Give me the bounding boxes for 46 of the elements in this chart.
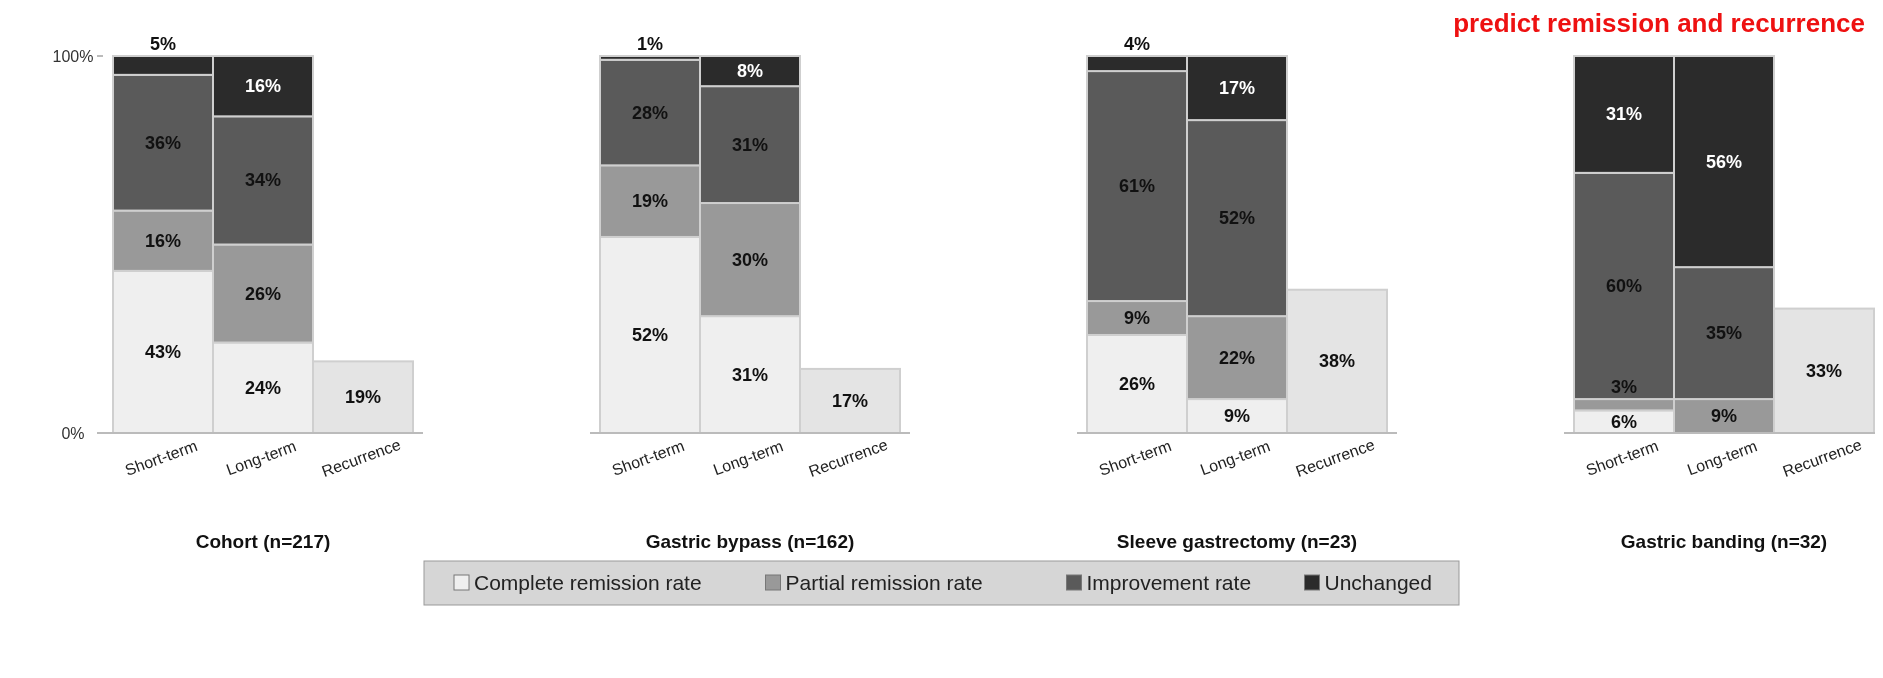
text: Complete remission rate bbox=[474, 571, 702, 594]
data-label: 19% bbox=[631, 191, 669, 212]
data-label: 9% bbox=[1710, 406, 1738, 427]
data-label: 3% bbox=[1610, 377, 1638, 398]
data-label: 31% bbox=[1605, 104, 1643, 125]
data-label: 5% bbox=[149, 34, 177, 54]
data-label: 22% bbox=[1218, 347, 1256, 368]
data-label: 60% bbox=[1605, 275, 1643, 296]
text: predict remission and recurrence bbox=[1453, 8, 1865, 38]
data-label: 52% bbox=[1218, 208, 1256, 229]
x-axis-title: Gastric bypass (n=162) bbox=[645, 531, 855, 552]
data-label: 17% bbox=[831, 390, 869, 411]
x-axis-title: Gastric banding (n=32) bbox=[1620, 531, 1828, 552]
data-label: 17% bbox=[1218, 78, 1256, 99]
data-label: 1% bbox=[636, 34, 664, 54]
data-label: 35% bbox=[1705, 323, 1743, 344]
data-label: 19% bbox=[344, 387, 382, 408]
data-label: 4% bbox=[1123, 34, 1151, 54]
data-label: 56% bbox=[1705, 151, 1743, 172]
data-label: 34% bbox=[244, 170, 282, 191]
data-label: 61% bbox=[1118, 176, 1156, 197]
data-label: 33% bbox=[1805, 360, 1843, 381]
data-label: 26% bbox=[244, 283, 282, 304]
x-axis-title: Sleeve gastrectomy (n=23) bbox=[1116, 531, 1358, 552]
data-label: 26% bbox=[1118, 373, 1156, 394]
data-label: 31% bbox=[731, 364, 769, 385]
data-label: 6% bbox=[1610, 411, 1638, 432]
x-axis-title: Cohort (n=217) bbox=[195, 531, 331, 552]
data-label: 16% bbox=[144, 230, 182, 251]
data-label: 16% bbox=[244, 76, 282, 97]
legend-label: Partial remission rate bbox=[785, 571, 983, 594]
data-label: 9% bbox=[1123, 308, 1151, 329]
data-label: 8% bbox=[736, 61, 764, 82]
y-tick-label: 0% bbox=[61, 425, 85, 442]
legend-label: Unchanged bbox=[1324, 571, 1432, 594]
data-label: 30% bbox=[731, 249, 769, 270]
legend-label: Improvement rate bbox=[1086, 571, 1252, 594]
data-label: 9% bbox=[1223, 406, 1251, 427]
data-label: 24% bbox=[244, 377, 282, 398]
data-label: 52% bbox=[631, 324, 669, 345]
data-label: 43% bbox=[144, 341, 182, 362]
data-label: 31% bbox=[731, 134, 769, 155]
data-label: 28% bbox=[631, 102, 669, 123]
data-label: 38% bbox=[1318, 351, 1356, 372]
data-label: 36% bbox=[144, 132, 182, 153]
y-tick-label: 100% bbox=[52, 48, 94, 65]
